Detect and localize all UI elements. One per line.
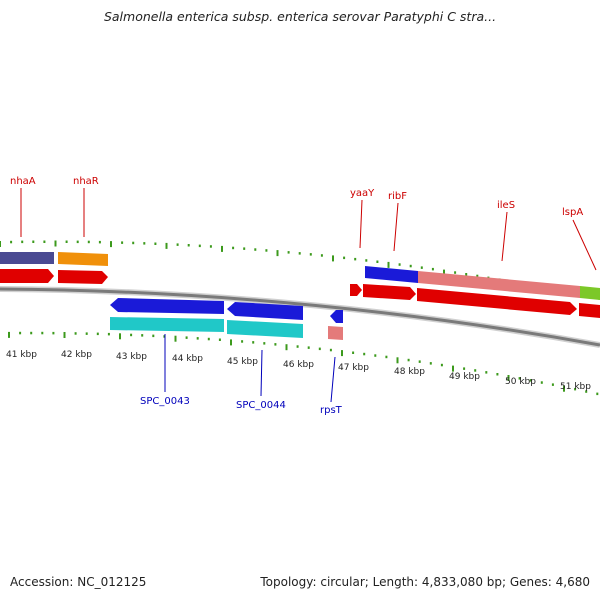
scale-label: 43 kbp	[116, 352, 147, 362]
scale-label: 46 kbp	[283, 360, 314, 370]
leader-line	[359, 199, 363, 249]
gene-feature	[227, 320, 303, 338]
gene-label-yaaY[interactable]: yaaY	[350, 188, 375, 199]
leader-line	[572, 219, 597, 271]
cds-feature	[58, 270, 108, 284]
gene-feature	[110, 298, 224, 314]
gene-label-lspA[interactable]: lspA	[562, 207, 583, 218]
gene-feature	[418, 271, 580, 298]
leader-line	[330, 356, 336, 403]
gene-feature	[580, 286, 600, 300]
genome-summary-text: Topology: circular; Length: 4,833,080 bp…	[260, 575, 590, 589]
scale-label: 48 kbp	[394, 367, 425, 377]
scale-label: 44 kbp	[172, 354, 203, 364]
scale-label: 41 kbp	[6, 350, 37, 360]
inner-tick-marks	[8, 331, 599, 396]
leader-line	[393, 202, 399, 252]
gene-label-nhaR[interactable]: nhaR	[73, 176, 99, 187]
gene-label-SPC_0043[interactable]: SPC_0043	[140, 396, 190, 407]
gene-feature	[58, 252, 108, 266]
gene-feature	[330, 310, 343, 323]
gene-feature	[328, 326, 343, 340]
leader-line	[260, 349, 263, 397]
cds-feature	[579, 303, 600, 318]
backbone-line-core	[0, 287, 600, 347]
cds-feature	[0, 269, 54, 283]
gene-label-SPC_0044[interactable]: SPC_0044	[236, 400, 286, 411]
scale-label: 51 kbp	[560, 382, 591, 392]
gene-label-rpsT[interactable]: rpsT	[320, 405, 343, 416]
accession-text: Accession: NC_012125	[10, 575, 147, 589]
map-title: Salmonella enterica subsp. enterica sero…	[103, 9, 497, 24]
cds-feature	[350, 284, 362, 296]
scale-labels: 41 kbp 42 kbp 43 kbp 44 kbp 45 kbp 46 kb…	[6, 350, 591, 392]
gene-feature	[0, 252, 54, 264]
gene-label-ribF[interactable]: ribF	[388, 191, 407, 202]
scale-label: 49 kbp	[449, 372, 480, 382]
scale-label: 45 kbp	[227, 357, 258, 367]
cds-feature	[417, 288, 577, 315]
gene-feature	[227, 302, 303, 320]
cds-feature	[363, 284, 416, 300]
gene-feature	[110, 317, 224, 332]
scale-label: 42 kbp	[61, 350, 92, 360]
gene-label-ileS[interactable]: ileS	[497, 200, 515, 211]
leader-line	[501, 211, 508, 262]
scale-label: 50 kbp	[505, 377, 536, 387]
gene-label-nhaA[interactable]: nhaA	[10, 176, 36, 187]
scale-label: 47 kbp	[338, 363, 369, 373]
gene-feature	[365, 266, 418, 283]
